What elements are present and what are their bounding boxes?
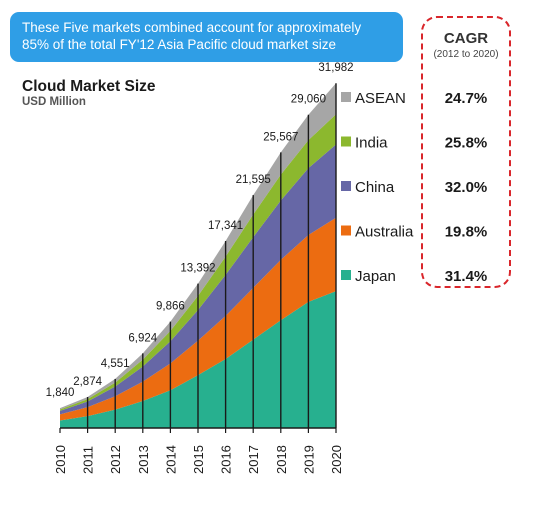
total-label-2019: 29,060 bbox=[291, 94, 326, 106]
legend-label-japan: Japan bbox=[355, 268, 396, 285]
chart-subtitle: USD Million bbox=[22, 96, 86, 108]
legend-swatch-asean bbox=[341, 92, 351, 102]
cagr-value-india: 25.8% bbox=[445, 135, 488, 152]
banner-line-2: 85% of the total FY'12 Asia Pacific clou… bbox=[22, 37, 336, 52]
area-japan bbox=[60, 291, 336, 428]
total-label-2012: 4,551 bbox=[101, 358, 130, 370]
year-label-2011: 2011 bbox=[81, 446, 96, 474]
legend-swatch-india bbox=[341, 136, 351, 147]
year-label-2013: 2013 bbox=[136, 445, 151, 474]
info-banner: These Five markets combined account for … bbox=[10, 12, 403, 62]
cagr-value-asean: 24.7% bbox=[445, 90, 488, 107]
cagr-box: CAGR (2012 to 2020) bbox=[421, 16, 511, 288]
cagr-subtitle: (2012 to 2020) bbox=[433, 49, 499, 60]
cagr-value-china: 32.0% bbox=[445, 179, 488, 196]
legend-swatch-japan bbox=[341, 270, 351, 280]
legend-swatch-china bbox=[341, 181, 351, 191]
cagr-title: CAGR bbox=[443, 30, 489, 47]
year-label-2010: 2010 bbox=[53, 445, 68, 474]
total-label-2018: 25,567 bbox=[263, 131, 298, 143]
cagr-value-japan: 31.4% bbox=[445, 268, 488, 285]
cagr-value-australia: 19.8% bbox=[445, 224, 488, 241]
year-label-2014: 2014 bbox=[163, 445, 178, 474]
total-label-2015: 13,392 bbox=[180, 263, 215, 275]
legend-label-australia: Australia bbox=[355, 224, 414, 241]
year-label-2012: 2012 bbox=[108, 445, 123, 474]
banner-line-1: These Five markets combined account for … bbox=[22, 20, 362, 35]
legend-label-china: China bbox=[355, 179, 395, 196]
total-label-2020: 31,982 bbox=[318, 62, 353, 74]
total-label-2010: 1,840 bbox=[46, 387, 75, 399]
year-label-2017: 2017 bbox=[246, 445, 261, 474]
year-label-2015: 2015 bbox=[191, 445, 206, 474]
year-label-2018: 2018 bbox=[274, 445, 289, 474]
total-label-2013: 6,924 bbox=[128, 332, 157, 344]
total-label-2017: 21,595 bbox=[236, 174, 271, 186]
year-label-2016: 2016 bbox=[219, 445, 234, 474]
total-label-2016: 17,341 bbox=[208, 220, 243, 232]
year-label-2019: 2019 bbox=[301, 445, 316, 474]
legend-label-india: India bbox=[355, 135, 388, 152]
legend-label-asean: ASEAN bbox=[355, 90, 406, 107]
year-label-2020: 2020 bbox=[329, 445, 344, 474]
chart-title: Cloud Market Size bbox=[22, 78, 156, 95]
total-label-2011: 2,874 bbox=[73, 376, 102, 388]
legend-swatch-australia bbox=[341, 225, 351, 236]
total-label-2014: 9,866 bbox=[156, 301, 185, 313]
